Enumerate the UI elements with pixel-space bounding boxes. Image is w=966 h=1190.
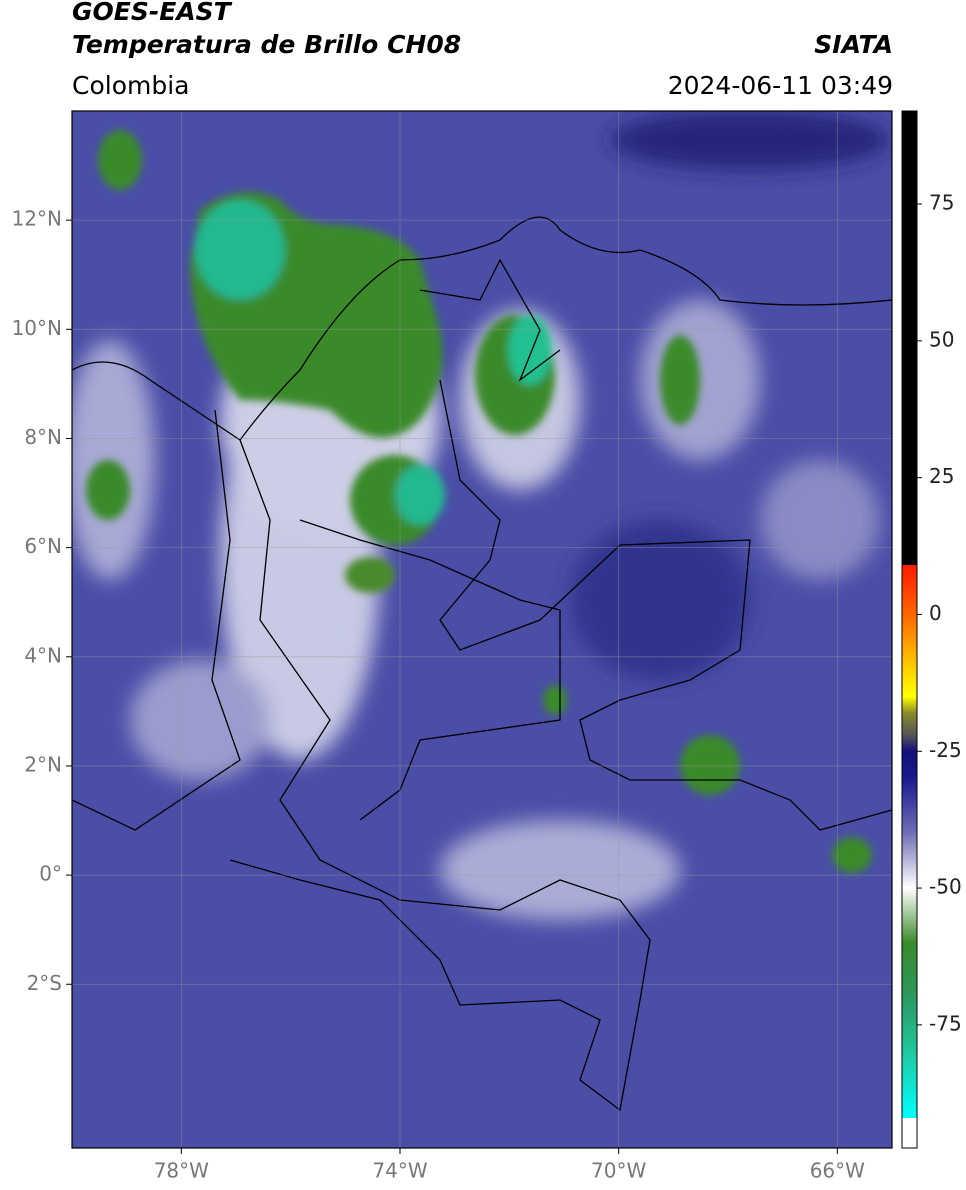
colorbar-tick-label: -25 xyxy=(929,738,962,762)
colorbar-tick-label: -75 xyxy=(929,1011,962,1035)
x-tick-label: 66°W xyxy=(810,1159,865,1183)
y-tick-label: 2°N xyxy=(24,752,62,776)
region: Colombia xyxy=(72,71,190,100)
colorbar-frame xyxy=(901,110,918,1149)
y-tick-label: 10°N xyxy=(12,316,62,340)
y-tick-label: 6°N xyxy=(24,534,62,558)
source: SIATA xyxy=(814,30,893,59)
y-tick-label: 8°N xyxy=(24,425,62,449)
x-tick-label: 70°W xyxy=(591,1159,646,1183)
y-tick-label: 4°N xyxy=(24,643,62,667)
imagery xyxy=(72,111,892,1112)
product: Temperatura de Brillo CH08 xyxy=(72,30,462,59)
colorbar-tick-label: 50 xyxy=(929,327,954,351)
colorbar-tick-label: 25 xyxy=(929,464,954,488)
y-tick-label: 2°S xyxy=(27,971,62,995)
colorbar-tick-label: -50 xyxy=(929,875,962,899)
satellite: GOES-EAST xyxy=(72,0,231,26)
map-frame xyxy=(71,110,893,1149)
y-tick-label: 0° xyxy=(39,862,62,886)
x-tick-label: 78°W xyxy=(154,1159,209,1183)
datetime: 2024-06-11 03:49 xyxy=(667,71,893,100)
y-tick-label: 12°N xyxy=(12,207,62,231)
colorbar-tick-label: 75 xyxy=(929,191,954,215)
colorbar-tick-label: 0 xyxy=(929,601,942,625)
colorbar xyxy=(902,111,917,1148)
x-tick-label: 74°W xyxy=(372,1159,427,1183)
